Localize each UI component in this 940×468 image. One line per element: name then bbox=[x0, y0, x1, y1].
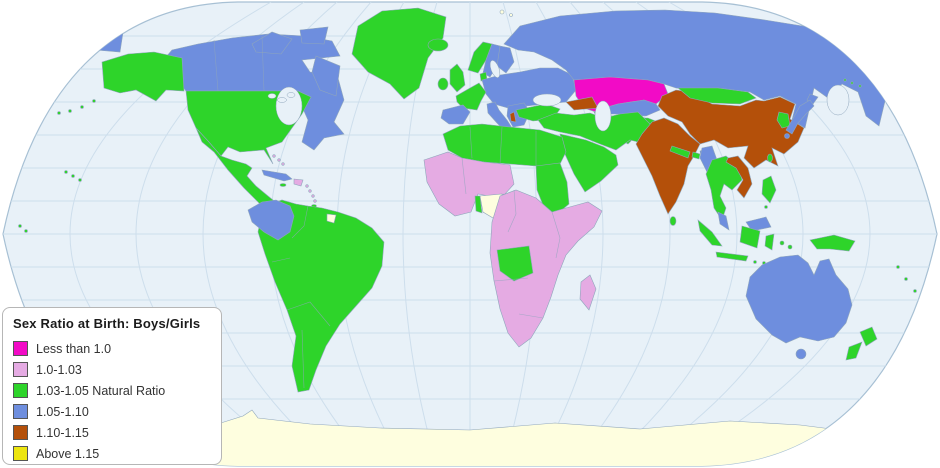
region-sri-lanka[interactable] bbox=[669, 216, 677, 226]
region-iberia[interactable] bbox=[440, 104, 471, 125]
region-japan[interactable] bbox=[784, 93, 819, 139]
region-tasmania[interactable] bbox=[795, 348, 807, 360]
legend-swatch-natural-ratio bbox=[13, 383, 28, 398]
legend-title: Sex Ratio at Birth: Boys/Girls bbox=[13, 316, 201, 331]
legend-label: Less than 1.0 bbox=[36, 341, 112, 356]
region-cuba[interactable] bbox=[261, 169, 293, 182]
legend-item-above-1-15[interactable]: Above 1.15 bbox=[13, 443, 211, 464]
legend-item-natural-ratio[interactable]: 1.03-1.05 Natural Ratio bbox=[13, 380, 211, 401]
legend-swatch-above-1-15 bbox=[13, 446, 28, 461]
great-lakes bbox=[277, 97, 287, 103]
region-uk[interactable] bbox=[449, 63, 466, 93]
region-aleutian-islands[interactable] bbox=[57, 99, 96, 115]
region-benin[interactable] bbox=[474, 195, 483, 214]
region-kyrgyzstan-uzbekistan[interactable] bbox=[603, 99, 661, 117]
region-taiwan[interactable] bbox=[767, 153, 773, 163]
region-new-zealand[interactable] bbox=[845, 326, 878, 361]
region-new-guinea[interactable] bbox=[809, 234, 856, 252]
legend-swatch-1-05-1-10 bbox=[13, 404, 28, 419]
region-africa-central-south[interactable] bbox=[489, 189, 603, 348]
region-alaska[interactable] bbox=[101, 51, 185, 102]
land-regions bbox=[18, 7, 924, 466]
region-caribbean-islands[interactable] bbox=[272, 154, 317, 203]
region-hawaii[interactable] bbox=[64, 170, 82, 182]
baltic-sea bbox=[489, 60, 501, 78]
region-svalbard[interactable] bbox=[499, 9, 513, 17]
region-france[interactable] bbox=[455, 82, 487, 111]
region-bhutan[interactable] bbox=[691, 151, 701, 160]
region-nepal[interactable] bbox=[669, 145, 691, 159]
hudson-bay bbox=[275, 86, 303, 126]
region-mongolia[interactable] bbox=[677, 87, 757, 105]
country-borders bbox=[213, 35, 561, 389]
region-jamaica[interactable] bbox=[279, 183, 287, 187]
region-ireland[interactable] bbox=[437, 77, 449, 91]
legend-swatch-less-than-1 bbox=[13, 341, 28, 356]
region-russia-far-east[interactable] bbox=[69, 25, 125, 53]
legend-label: Above 1.15 bbox=[36, 446, 100, 461]
region-arctic-islands[interactable] bbox=[251, 26, 341, 97]
legend-label: 1.05-1.10 bbox=[36, 404, 89, 419]
legend-swatch-1-10-1-15 bbox=[13, 425, 28, 440]
legend-label: 1.03-1.05 Natural Ratio bbox=[36, 383, 166, 398]
region-vietnam[interactable] bbox=[725, 155, 753, 199]
legend-swatch-1-0-1-03 bbox=[13, 362, 28, 377]
region-colombia[interactable] bbox=[247, 199, 295, 241]
region-malaysia[interactable] bbox=[717, 211, 730, 231]
region-arabia[interactable] bbox=[559, 133, 619, 193]
region-indonesia[interactable] bbox=[697, 219, 793, 266]
legend: Sex Ratio at Birth: Boys/Girls Less than… bbox=[2, 307, 222, 465]
legend-item-less-than-1[interactable]: Less than 1.0 bbox=[13, 338, 211, 359]
great-lakes bbox=[267, 93, 277, 99]
sea-of-okhotsk bbox=[826, 84, 850, 116]
region-suriname[interactable] bbox=[326, 213, 337, 224]
legend-item-1-0-1-03[interactable]: 1.0-1.03 bbox=[13, 359, 211, 380]
inland-seas bbox=[267, 60, 850, 132]
legend-item-1-05-1-10[interactable]: 1.05-1.10 bbox=[13, 401, 211, 422]
region-korea[interactable] bbox=[776, 111, 791, 129]
region-mexico-central-america[interactable] bbox=[195, 127, 279, 213]
region-finland[interactable] bbox=[496, 45, 515, 74]
region-pacific-small-islands[interactable] bbox=[18, 224, 28, 233]
region-angola[interactable] bbox=[496, 245, 534, 282]
region-australia[interactable] bbox=[745, 254, 853, 344]
legend-label: 1.10-1.15 bbox=[36, 425, 89, 440]
caspian-sea bbox=[594, 100, 612, 132]
black-sea bbox=[532, 93, 562, 107]
legend-item-1-10-1-15[interactable]: 1.10-1.15 bbox=[13, 422, 211, 443]
region-madagascar[interactable] bbox=[579, 274, 597, 311]
region-iceland[interactable] bbox=[427, 38, 449, 52]
legend-label: 1.0-1.03 bbox=[36, 362, 82, 377]
region-albania[interactable] bbox=[509, 111, 517, 123]
region-hispaniola[interactable] bbox=[293, 178, 304, 187]
region-india-pakistan[interactable] bbox=[635, 117, 701, 215]
region-philippines[interactable] bbox=[761, 175, 777, 209]
region-china[interactable] bbox=[657, 89, 805, 169]
great-lakes bbox=[286, 92, 296, 98]
